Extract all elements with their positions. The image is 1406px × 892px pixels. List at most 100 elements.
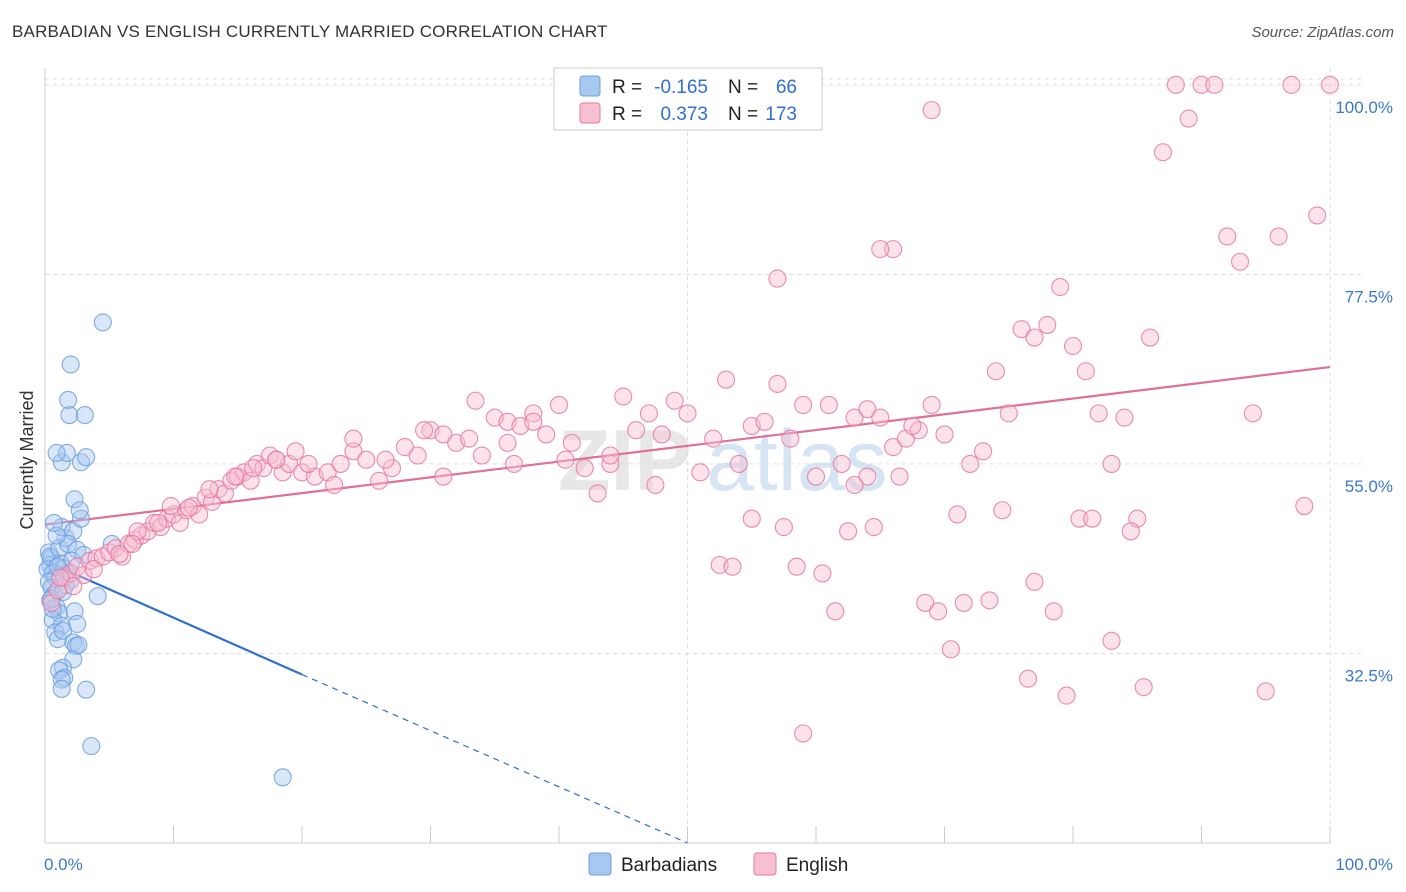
point-english-177 bbox=[226, 467, 245, 486]
y-tick-label-1: 55.0% bbox=[1345, 477, 1393, 496]
point-english-114 bbox=[1269, 227, 1288, 246]
point-english-134 bbox=[890, 467, 909, 486]
point-english-172 bbox=[64, 577, 83, 596]
watermark-zip: ZIP bbox=[558, 413, 692, 509]
point-english-143 bbox=[1025, 572, 1044, 591]
legend-n-value-2: 173 bbox=[765, 104, 797, 125]
point-english-52 bbox=[459, 429, 479, 448]
point-english-96 bbox=[1038, 315, 1057, 334]
point-english-133 bbox=[864, 518, 883, 537]
point-english-176 bbox=[179, 498, 198, 517]
point-english-80 bbox=[819, 395, 838, 415]
point-barbadians-47 bbox=[53, 621, 73, 640]
grid-lines bbox=[45, 68, 1365, 843]
point-english-147 bbox=[1083, 509, 1102, 528]
point-barbadians-59 bbox=[88, 587, 107, 606]
point-english-140 bbox=[980, 591, 999, 610]
point-english-67 bbox=[652, 425, 671, 444]
point-barbadians-42 bbox=[59, 390, 78, 409]
chart-source: Source: ZipAtlas.com bbox=[1251, 24, 1394, 41]
point-english-142 bbox=[1018, 669, 1038, 688]
point-english-119 bbox=[267, 450, 286, 469]
point-barbadians-63 bbox=[69, 635, 88, 655]
point-english-59 bbox=[549, 395, 569, 415]
point-english-105 bbox=[1153, 143, 1172, 162]
point-english-42 bbox=[331, 454, 350, 473]
point-barbadians-41 bbox=[75, 406, 94, 425]
point-english-155 bbox=[922, 101, 941, 120]
point-english-157 bbox=[858, 467, 877, 486]
point-english-164 bbox=[376, 450, 395, 469]
point-english-109 bbox=[1205, 75, 1224, 94]
point-english-94 bbox=[1012, 320, 1031, 339]
legend-r-label-1: R = bbox=[612, 77, 642, 98]
point-barbadians-31 bbox=[44, 513, 64, 532]
point-english-162 bbox=[466, 391, 485, 410]
point-english-168 bbox=[161, 496, 180, 516]
point-english-120 bbox=[344, 429, 363, 448]
point-english-165 bbox=[325, 475, 344, 495]
point-barbadians-32 bbox=[65, 490, 84, 509]
point-english-82 bbox=[845, 408, 864, 427]
point-english-45 bbox=[370, 471, 389, 490]
point-english-101 bbox=[1102, 454, 1121, 473]
point-english-124 bbox=[646, 475, 665, 495]
point-barbadians-36 bbox=[57, 443, 76, 463]
point-english-129 bbox=[787, 557, 806, 576]
point-english-137 bbox=[929, 602, 948, 621]
point-english-89 bbox=[935, 425, 954, 444]
legend-r-value-2: 0.373 bbox=[660, 104, 708, 125]
point-english-75 bbox=[755, 412, 774, 431]
point-english-121 bbox=[434, 467, 453, 486]
point-english-110 bbox=[1218, 227, 1237, 246]
series-english bbox=[42, 75, 1340, 743]
legend-n-label-2: N = bbox=[728, 104, 758, 125]
point-barbadians-15 bbox=[48, 630, 67, 649]
point-english-167 bbox=[200, 480, 219, 499]
point-english-98 bbox=[1063, 336, 1083, 356]
y-tick-label-0: 32.5% bbox=[1345, 666, 1393, 685]
series-legend-label-english: English bbox=[786, 855, 848, 876]
point-barbadians-55 bbox=[77, 680, 96, 699]
point-english-123 bbox=[601, 446, 620, 465]
point-english-173 bbox=[51, 568, 70, 587]
point-english-43 bbox=[344, 442, 363, 461]
point-english-160 bbox=[524, 412, 543, 431]
legend-n-value-1: 66 bbox=[776, 77, 797, 98]
point-english-69 bbox=[678, 404, 697, 423]
point-english-149 bbox=[1121, 522, 1140, 541]
point-english-38 bbox=[286, 442, 305, 461]
x-tick-label-0: 0.0% bbox=[44, 855, 83, 874]
point-english-64 bbox=[614, 387, 633, 406]
point-english-174 bbox=[123, 534, 142, 554]
point-english-163 bbox=[415, 421, 434, 440]
y-tick-label-3: 100.0% bbox=[1335, 98, 1393, 117]
legend-r-label-2: R = bbox=[612, 104, 642, 125]
point-english-113 bbox=[1256, 682, 1275, 701]
point-english-112 bbox=[1243, 404, 1262, 423]
point-english-156 bbox=[986, 362, 1005, 381]
point-english-150 bbox=[1134, 678, 1153, 697]
point-english-118 bbox=[1320, 75, 1340, 94]
y-tick-label-2: 77.5% bbox=[1345, 287, 1393, 306]
point-english-159 bbox=[556, 450, 575, 469]
point-english-71 bbox=[704, 429, 723, 448]
point-english-81 bbox=[832, 454, 851, 473]
point-english-135 bbox=[903, 416, 922, 436]
point-barbadians-56 bbox=[52, 679, 71, 698]
point-english-146 bbox=[1070, 509, 1089, 528]
point-english-111 bbox=[1231, 252, 1250, 271]
point-barbadians-40 bbox=[60, 406, 79, 425]
point-english-139 bbox=[954, 593, 973, 612]
point-english-171 bbox=[84, 560, 103, 579]
series-legend-label-barbadians: Barbadians bbox=[621, 855, 717, 876]
point-barbadians-37 bbox=[47, 443, 66, 463]
point-english-127 bbox=[742, 509, 761, 528]
point-barbadians-58 bbox=[273, 768, 292, 787]
point-english-136 bbox=[916, 593, 935, 612]
point-english-175 bbox=[149, 513, 168, 532]
point-english-93 bbox=[999, 404, 1018, 423]
point-english-95 bbox=[1025, 328, 1044, 347]
point-english-88 bbox=[922, 395, 941, 415]
